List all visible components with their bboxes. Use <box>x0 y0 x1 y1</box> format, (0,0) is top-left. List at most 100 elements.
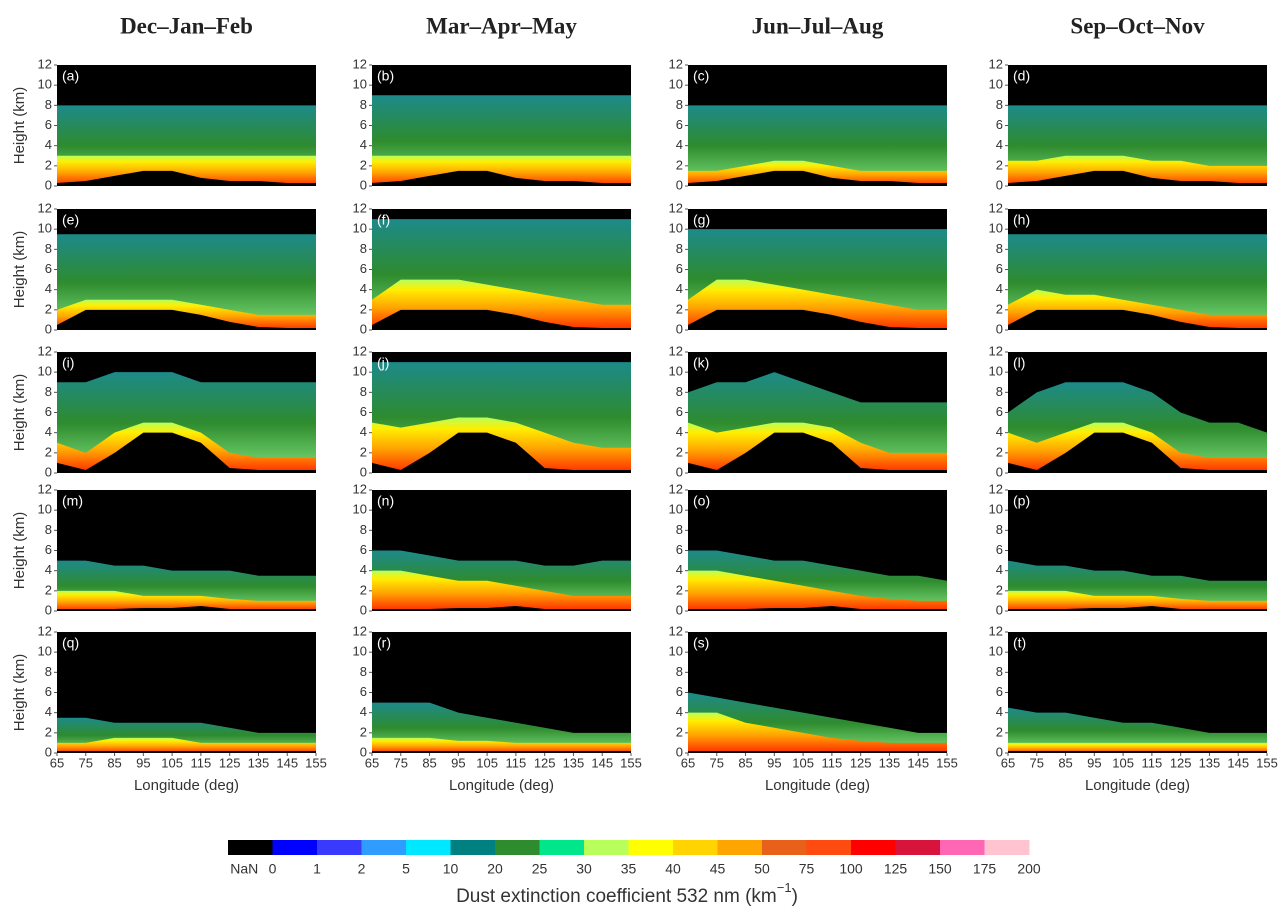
panel-label: (a) <box>62 68 79 84</box>
y-tick-label: 10 <box>989 364 1003 379</box>
y-axis-label: Height (km) <box>11 512 28 590</box>
y-tick-label: 4 <box>676 281 683 296</box>
y-tick-label: 6 <box>676 404 683 419</box>
colorbar-swatch <box>228 840 273 855</box>
y-tick-label: 12 <box>669 481 683 496</box>
colorbar-swatch <box>584 840 629 855</box>
x-tick-label: 155 <box>620 755 642 770</box>
colorbar-swatch <box>717 840 763 855</box>
y-tick-label: 4 <box>360 424 367 439</box>
y-tick-label: 8 <box>676 97 683 112</box>
x-axis-label: Longitude (deg) <box>449 777 554 794</box>
y-tick-label: 2 <box>360 582 367 597</box>
panel-label: (j) <box>377 355 389 371</box>
x-tick-label: 135 <box>879 755 901 770</box>
panel: (r) 0 2 4 6 8 10 12 65 75 85 95 105 115 125 135 145 155 <box>353 623 642 770</box>
y-tick-label: 0 <box>676 744 683 759</box>
x-tick-label: 115 <box>506 755 527 770</box>
y-tick-label: 6 <box>45 542 52 557</box>
panel: (t) 0 2 4 6 8 10 12 65 75 85 95 105 115 125 135 145 155 <box>989 623 1278 770</box>
x-tick-label: 105 <box>1112 755 1134 770</box>
y-tick-label: 10 <box>38 77 52 92</box>
x-tick-label: 125 <box>1170 755 1192 770</box>
y-tick-label: 12 <box>989 200 1003 215</box>
y-tick-label: 12 <box>669 56 683 71</box>
y-tick-label: 4 <box>45 562 52 577</box>
panel-label: (k) <box>693 355 709 371</box>
y-tick-label: 8 <box>676 664 683 679</box>
x-tick-label: 155 <box>1256 755 1278 770</box>
colorbar-tick-label: 50 <box>754 861 770 877</box>
panel: (b) 0 2 4 6 8 10 12 <box>353 56 631 192</box>
panel-label: (o) <box>693 493 710 509</box>
y-tick-label: 0 <box>676 602 683 617</box>
colorbar-tick-label: 0 <box>269 861 277 877</box>
y-axis-label: Height (km) <box>11 87 28 165</box>
y-tick-label: 2 <box>360 301 367 316</box>
y-tick-label: 8 <box>360 664 367 679</box>
panel-label: (f) <box>377 212 390 228</box>
terrain <box>1008 432 1267 473</box>
y-tick-label: 0 <box>360 177 367 192</box>
x-axis-label: Longitude (deg) <box>1085 777 1190 794</box>
y-tick-label: 10 <box>353 364 367 379</box>
terrain <box>57 432 316 473</box>
y-tick-label: 2 <box>996 444 1003 459</box>
y-tick-label: 6 <box>360 117 367 132</box>
colorbar-tick-label: 200 <box>1017 861 1041 877</box>
panel: (k) 0 2 4 6 8 10 12 <box>669 343 947 479</box>
y-tick-label: 12 <box>669 343 683 358</box>
y-tick-label: 0 <box>360 464 367 479</box>
y-tick-label: 12 <box>989 343 1003 358</box>
y-tick-label: 12 <box>38 56 52 71</box>
y-tick-label: 8 <box>996 241 1003 256</box>
colorbar-swatch <box>450 840 496 855</box>
panel-label: (r) <box>377 635 391 651</box>
colorbar-tick-label: 100 <box>839 861 863 877</box>
colorbar-tick-label: 1 <box>313 861 321 877</box>
x-tick-label: 85 <box>738 755 752 770</box>
colorbar-nan-label: NaN <box>230 861 258 877</box>
y-tick-label: 4 <box>360 281 367 296</box>
colorbar-tick-label: 75 <box>799 861 815 877</box>
y-tick-label: 12 <box>353 623 367 638</box>
colorbar-swatch <box>984 840 1030 855</box>
y-tick-label: 10 <box>669 77 683 92</box>
y-tick-label: 12 <box>669 623 683 638</box>
x-tick-label: 155 <box>305 755 327 770</box>
y-tick-label: 4 <box>676 704 683 719</box>
x-tick-label: 75 <box>394 755 408 770</box>
y-tick-label: 4 <box>360 562 367 577</box>
y-tick-label: 6 <box>45 261 52 276</box>
y-tick-label: 10 <box>989 502 1003 517</box>
x-tick-label: 135 <box>248 755 270 770</box>
aerosol-layer <box>1008 707 1267 753</box>
y-tick-label: 4 <box>996 137 1003 152</box>
y-tick-label: 0 <box>45 602 52 617</box>
y-tick-label: 0 <box>996 321 1003 336</box>
x-tick-label: 65 <box>50 755 64 770</box>
y-tick-label: 2 <box>45 157 52 172</box>
y-tick-label: 0 <box>360 602 367 617</box>
y-tick-label: 6 <box>996 404 1003 419</box>
colorbar-title-end: ) <box>792 886 798 907</box>
colorbar-swatch <box>495 840 540 855</box>
terrain <box>372 750 631 753</box>
colorbar-tick-label: 125 <box>884 861 908 877</box>
x-tick-label: 75 <box>710 755 724 770</box>
y-tick-label: 2 <box>360 724 367 739</box>
colorbar-title-sup: −1 <box>777 880 792 895</box>
x-tick-label: 85 <box>1058 755 1072 770</box>
colorbar-swatch <box>628 840 674 855</box>
y-tick-label: 0 <box>45 177 52 192</box>
y-tick-label: 4 <box>45 704 52 719</box>
colorbar-title-main: Dust extinction coefficient 532 nm (km <box>456 886 777 907</box>
y-tick-label: 6 <box>676 684 683 699</box>
y-tick-label: 2 <box>360 157 367 172</box>
colorbar-tick-label: 25 <box>532 861 548 877</box>
x-tick-label: 65 <box>365 755 379 770</box>
colorbar-title: Dust extinction coefficient 532 nm (km−1… <box>456 880 798 907</box>
y-tick-label: 0 <box>360 321 367 336</box>
colorbar-swatch <box>895 840 941 855</box>
panel: (c) 0 2 4 6 8 10 12 <box>669 56 947 192</box>
